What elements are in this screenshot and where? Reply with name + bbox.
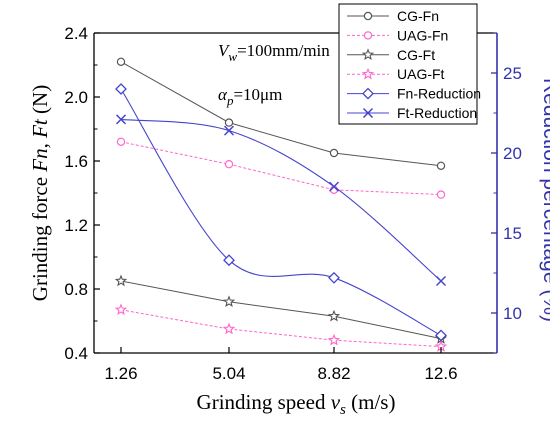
series-line-uag-ft bbox=[120, 309, 442, 348]
annotation-feed-speed: Vw=100mm/min bbox=[218, 41, 330, 64]
data-point-cg-fn bbox=[116, 57, 126, 67]
left-tick-label: 0.8 bbox=[64, 280, 88, 299]
legend-marker-uag-ft bbox=[361, 67, 375, 80]
data-point-uag-ft bbox=[222, 322, 236, 335]
data-point-cg-ft bbox=[222, 295, 236, 308]
data-point-uag-ft bbox=[327, 333, 341, 346]
data-point-cg-fn bbox=[329, 148, 339, 158]
legend-label-fn-reduction: Fn-Reduction bbox=[397, 86, 481, 102]
right-tick-label: 15 bbox=[503, 224, 522, 243]
left-tick-label: 0.4 bbox=[64, 344, 88, 363]
data-point-cg-ft bbox=[327, 309, 341, 322]
data-point-fn-reduction bbox=[115, 83, 127, 95]
series-line-fn-reduction bbox=[120, 88, 442, 336]
series-line-uag-fn bbox=[120, 141, 442, 196]
left-tick-label: 1.6 bbox=[64, 152, 88, 171]
x-tick-label: 12.6 bbox=[424, 364, 457, 383]
legend-label-ft-reduction: Ft-Reduction bbox=[397, 105, 477, 121]
x-axis-label: Grinding speed vs (m/s) bbox=[197, 390, 396, 418]
legend-marker-cg-fn bbox=[363, 11, 373, 21]
left-tick-label: 2.0 bbox=[64, 88, 88, 107]
data-point-cg-fn bbox=[224, 118, 234, 127]
annotation-depth: αp=10μm bbox=[218, 85, 282, 108]
left-tick-label: 2.4 bbox=[64, 24, 88, 43]
data-point-cg-ft bbox=[114, 274, 128, 287]
legend-label-cg-ft: CG-Ft bbox=[397, 47, 435, 63]
data-point-ft-reduction bbox=[328, 181, 340, 192]
data-point-fn-reduction bbox=[328, 271, 340, 284]
legend-label-cg-fn: CG-Fn bbox=[397, 8, 439, 24]
series-line-cg-ft bbox=[120, 280, 442, 340]
data-point-uag-fn bbox=[436, 190, 446, 199]
series-line-ft-reduction bbox=[120, 118, 442, 282]
legend-label-uag-ft: UAG-Ft bbox=[397, 66, 445, 82]
left-axis-label: Grinding force Fn, Ft (N) bbox=[28, 85, 52, 301]
x-tick-label: 8.82 bbox=[317, 364, 350, 383]
data-point-ft-reduction bbox=[223, 125, 235, 136]
legend-marker-uag-fn bbox=[363, 31, 373, 40]
right-axis-label: Reduction percentage (%) bbox=[539, 78, 550, 322]
left-tick-label: 1.2 bbox=[64, 216, 88, 235]
data-point-ft-reduction bbox=[115, 114, 127, 125]
right-tick-label: 25 bbox=[503, 64, 522, 83]
data-point-fn-reduction bbox=[223, 254, 235, 267]
data-point-ft-reduction bbox=[435, 275, 447, 287]
x-tick-label: 5.04 bbox=[212, 364, 245, 383]
legend-marker-cg-ft bbox=[361, 48, 375, 61]
data-point-uag-fn bbox=[224, 159, 234, 169]
x-tick-label: 1.26 bbox=[104, 364, 137, 383]
legend: CG-Fn UAG-Fn CG-Ft UAG-Ft Fn-Reduction Ft-Red… bbox=[338, 3, 481, 125]
legend-box bbox=[338, 3, 478, 125]
right-tick-label: 10 bbox=[503, 304, 522, 323]
legend-marker-ft-reduction bbox=[362, 107, 374, 119]
data-point-cg-fn bbox=[436, 161, 446, 170]
data-point-fn-reduction bbox=[435, 329, 447, 342]
legend-label-uag-fn: UAG-Fn bbox=[397, 27, 448, 43]
legend-marker-fn-reduction bbox=[362, 87, 374, 100]
data-point-uag-fn bbox=[116, 137, 126, 146]
series-line-cg-fn bbox=[120, 61, 442, 167]
right-tick-label: 20 bbox=[503, 144, 522, 163]
data-point-uag-ft bbox=[114, 303, 128, 316]
